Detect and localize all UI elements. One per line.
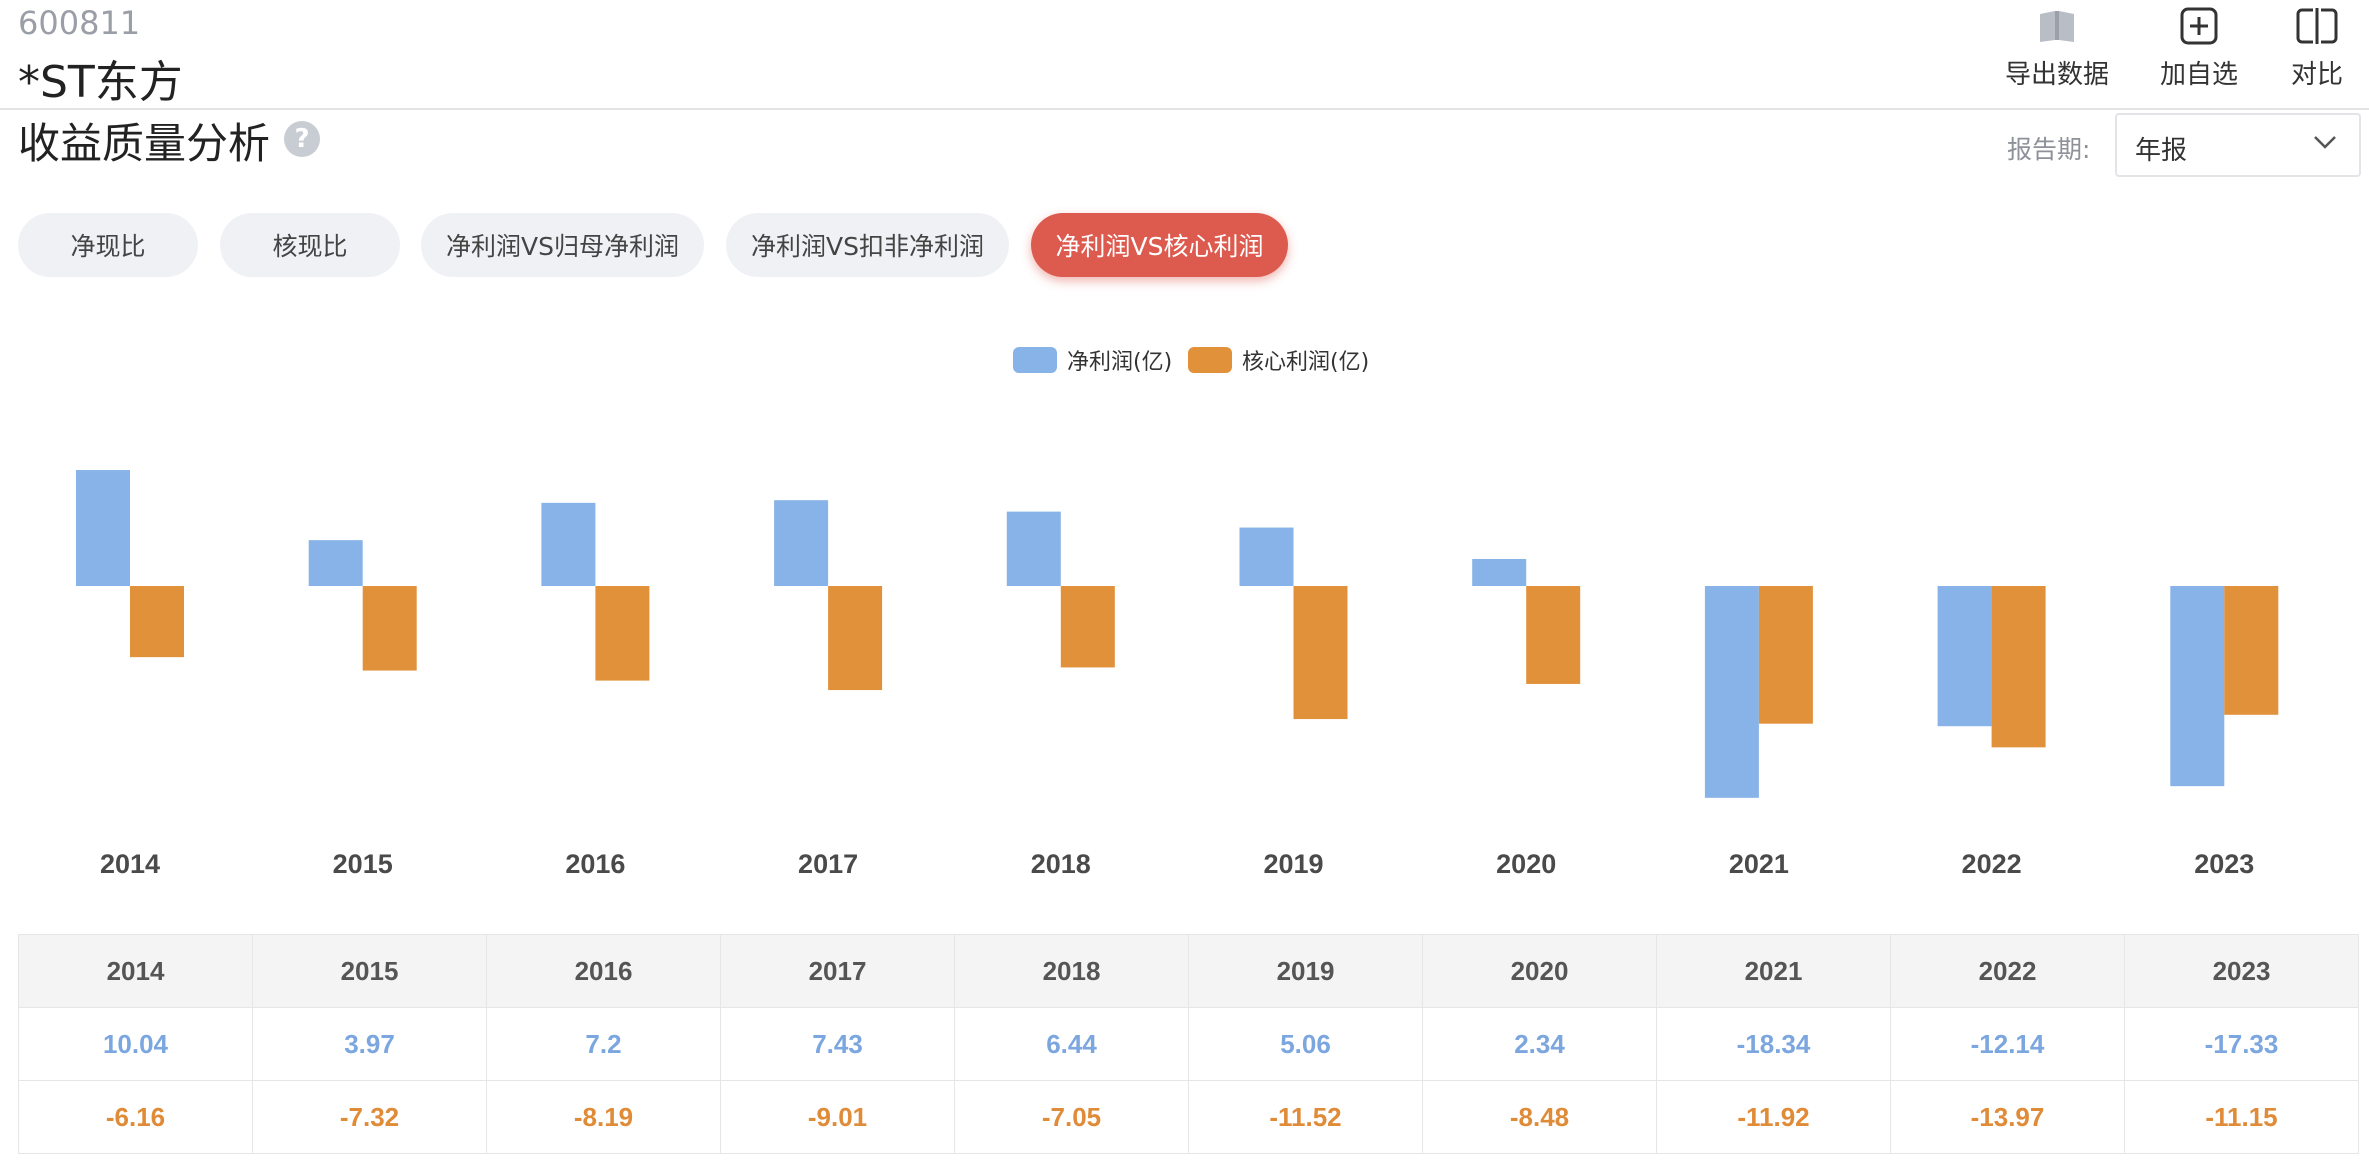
net-profit-bar-2021[interactable]: [1704, 586, 1759, 798]
legend-net-profit-swatch: [1013, 347, 1057, 373]
net-profit-bar-2015[interactable]: [308, 540, 363, 586]
table-header-cell: 2018: [954, 934, 1189, 1008]
compare-button[interactable]: 对比: [2242, 6, 2369, 91]
stock-name: *ST东方: [18, 57, 183, 108]
core-profit-cell: -6.16: [18, 1080, 253, 1154]
report-period-select[interactable]: 年报: [2115, 113, 2361, 177]
net-profit-bar-2022[interactable]: [1937, 586, 1992, 727]
core-profit-cell: -11.52: [1188, 1080, 1423, 1154]
core-profit-cell: -13.97: [1890, 1080, 2125, 1154]
x-tick-label: 2019: [1263, 849, 1323, 879]
core-profit-bar-2018[interactable]: [1060, 586, 1115, 668]
core-profit-cell: -9.01: [720, 1080, 955, 1154]
core-profit-bar-2016[interactable]: [595, 586, 650, 681]
export-data-label: 导出数据: [2004, 60, 2109, 90]
chevron-down-icon: [2314, 136, 2336, 149]
question-icon[interactable]: ?: [284, 121, 320, 157]
table-header-cell: 2016: [486, 934, 721, 1008]
net-profit-bar-2020[interactable]: [1472, 558, 1527, 586]
net-profit-bar-2019[interactable]: [1239, 527, 1294, 586]
core-profit-cell: -11.15: [2124, 1080, 2359, 1154]
core-profit-bar-2019[interactable]: [1293, 586, 1348, 720]
core-profit-bar-2021[interactable]: [1758, 586, 1813, 724]
core-profit-bar-2015[interactable]: [362, 586, 417, 671]
x-tick-label: 2020: [1496, 849, 1556, 879]
table-row: 10.04 3.97 7.2 7.43 6.44 5.06 2.34 -18.3…: [18, 1007, 2359, 1081]
net-profit-cell: 10.04: [18, 1007, 253, 1081]
profit-comparison-chart: 2014 2015 2016 2017 2018 2019 2020 2021 2022 2023: [76, 470, 2279, 879]
core-profit-bar-2017[interactable]: [828, 586, 883, 691]
table-header-cell: 2019: [1188, 934, 1423, 1008]
net-profit-cell: 6.44: [954, 1007, 1189, 1081]
net-profit-bar-2023[interactable]: [2170, 586, 2225, 787]
table-header-cell: 2021: [1656, 934, 1891, 1008]
core-profit-bar-2014[interactable]: [130, 586, 184, 658]
core-profit-cell: -11.92: [1656, 1080, 1891, 1154]
profit-data-table: 2014 2015 2016 2017 2018 2019 2020 2021 …: [18, 934, 2359, 1154]
tab-net-vs-core-profit[interactable]: 净利润VS核心利润: [1031, 213, 1288, 277]
net-profit-cell: 5.06: [1188, 1007, 1423, 1081]
net-profit-cell: 7.2: [486, 1007, 721, 1081]
stock-header: 600811 *ST东方 导出数据 加自选 对比: [0, 0, 2369, 110]
table-header-cell: 2023: [2124, 934, 2359, 1008]
core-profit-cell: -8.48: [1422, 1080, 1657, 1154]
legend-core-profit[interactable]: 核心利润(亿): [1188, 344, 1369, 376]
x-tick-label: 2022: [1962, 849, 2022, 879]
x-tick-label: 2021: [1729, 849, 1789, 879]
table-row: -6.16 -7.32 -8.19 -9.01 -7.05 -11.52 -8.…: [18, 1080, 2359, 1154]
tab-core-cash-ratio[interactable]: 核现比: [220, 213, 400, 277]
net-profit-cell: 2.34: [1422, 1007, 1657, 1081]
add-watchlist-button[interactable]: 加自选: [2124, 6, 2274, 91]
net-profit-cell: -17.33: [2124, 1007, 2359, 1081]
net-profit-cell: 7.43: [720, 1007, 955, 1081]
net-profit-cell: -12.14: [1890, 1007, 2125, 1081]
core-profit-bar-2023[interactable]: [2224, 586, 2279, 715]
report-period-label: 报告期:: [2007, 135, 2091, 164]
x-tick-label: 2017: [798, 849, 858, 879]
table-header-row: 2014 2015 2016 2017 2018 2019 2020 2021 …: [18, 934, 2359, 1008]
book-icon: [2040, 11, 2074, 42]
add-watchlist-label: 加自选: [2159, 60, 2238, 90]
x-tick-label: 2014: [100, 849, 160, 879]
core-profit-cell: -7.32: [252, 1080, 487, 1154]
net-profit-bar-2018[interactable]: [1006, 511, 1061, 586]
legend-net-profit-label: 净利润(亿): [1067, 350, 1173, 375]
table-header-cell: 2017: [720, 934, 955, 1008]
table-header-cell: 2015: [252, 934, 487, 1008]
plus-square-icon: [2180, 7, 2218, 45]
core-profit-cell: -8.19: [486, 1080, 721, 1154]
core-profit-bar-2020[interactable]: [1526, 586, 1581, 684]
core-profit-cell: -7.05: [954, 1080, 1189, 1154]
export-data-button[interactable]: 导出数据: [1982, 6, 2132, 91]
compare-icon: [2296, 8, 2338, 44]
legend-core-profit-label: 核心利润(亿): [1242, 350, 1370, 375]
section-title: 收益质量分析: [18, 119, 271, 168]
stock-code: 600811: [18, 4, 141, 42]
tab-net-cash-ratio[interactable]: 净现比: [18, 213, 198, 277]
table-header-cell: 2014: [18, 934, 253, 1008]
table-header-cell: 2020: [1422, 934, 1657, 1008]
net-profit-bar-2016[interactable]: [541, 502, 596, 586]
compare-label: 对比: [2290, 60, 2343, 90]
x-tick-label: 2023: [2194, 849, 2254, 879]
x-tick-label: 2018: [1031, 849, 1091, 879]
net-profit-bar-2014[interactable]: [76, 470, 130, 586]
net-profit-cell: -18.34: [1656, 1007, 1891, 1081]
tab-net-vs-deducted-profit[interactable]: 净利润VS扣非净利润: [726, 213, 1009, 277]
x-tick-label: 2016: [565, 849, 625, 879]
legend-core-profit-swatch: [1188, 347, 1232, 373]
net-profit-bar-2017[interactable]: [774, 500, 829, 586]
tab-net-vs-parent-profit[interactable]: 净利润VS归母净利润: [421, 213, 704, 277]
x-tick-label: 2015: [333, 849, 393, 879]
report-period-value: 年报: [2135, 136, 2188, 166]
core-profit-bar-2022[interactable]: [1991, 586, 2046, 748]
table-header-cell: 2022: [1890, 934, 2125, 1008]
legend-net-profit[interactable]: 净利润(亿): [1013, 344, 1172, 376]
net-profit-cell: 3.97: [252, 1007, 487, 1081]
